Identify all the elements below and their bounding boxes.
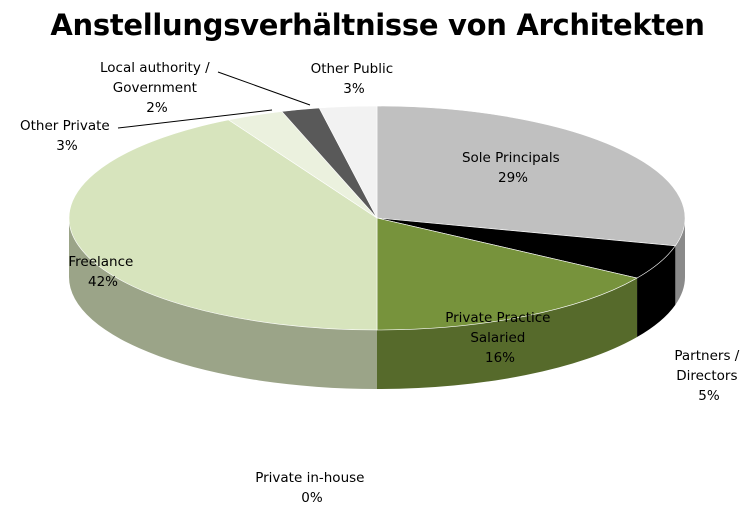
side-private-practice-salaried [377, 278, 638, 389]
pie-slices [68, 105, 686, 331]
leader-lines [117, 71, 311, 129]
side-partners-directors [637, 245, 676, 338]
label-other-private: Other Private 3% [20, 118, 114, 154]
label-private-practice: Private Practice Salaried 16% [445, 310, 555, 366]
slice-private-practice-salaried [376, 217, 638, 331]
slice-labels: Sole Principals 29% Partners / Directors… [20, 60, 743, 506]
label-private-inhouse: Private in-house 0% [255, 470, 369, 506]
side-sole-principals [675, 218, 685, 305]
side-freelance [69, 218, 377, 389]
label-freelance: Freelance 42% [68, 254, 137, 290]
label-sole-principals: Sole Principals 29% [462, 150, 564, 186]
label-partners-directors: Partners / Directors 5% [674, 348, 743, 404]
slice-other-public [318, 105, 378, 219]
label-local-authority: Local authority / Government 2% [100, 60, 214, 116]
pie-sides [69, 218, 685, 389]
chart-title: Anstellungsverhältnisse von Architekten [50, 8, 705, 42]
leader-line-1 [217, 71, 311, 106]
slice-freelance [68, 119, 378, 331]
label-other-public: Other Public 3% [311, 61, 398, 97]
leader-line-0 [117, 109, 273, 129]
slice-sole-principals [376, 105, 686, 247]
